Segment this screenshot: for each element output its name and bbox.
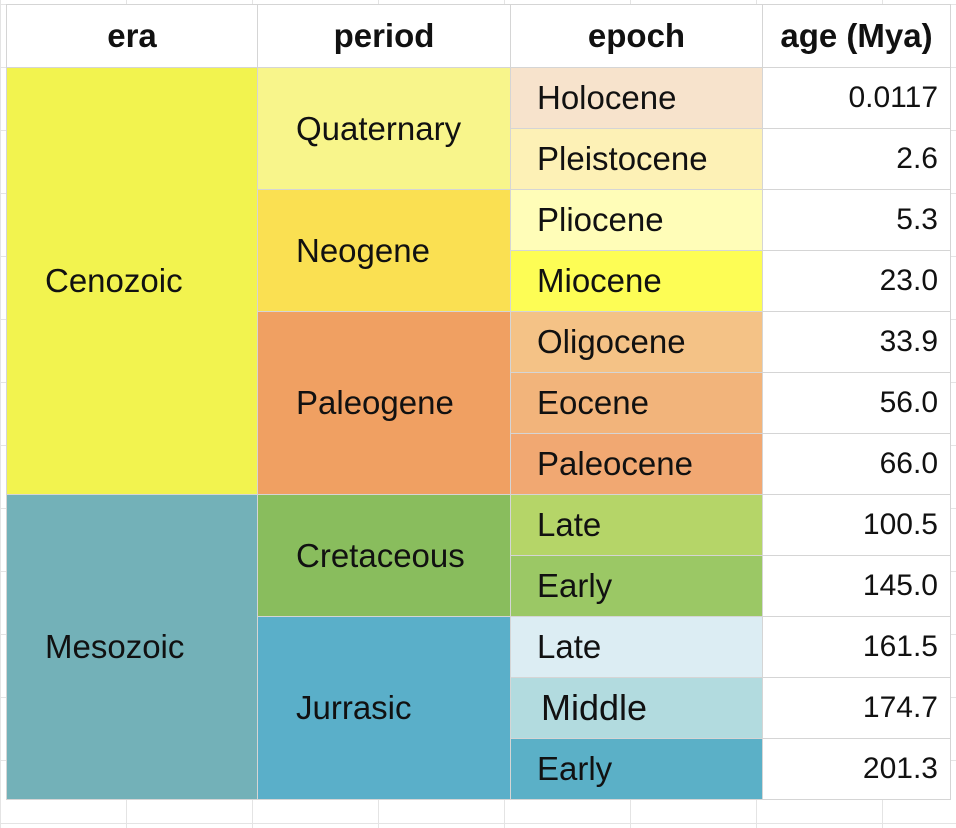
epoch-cell[interactable]: Late xyxy=(510,616,763,678)
epoch-cell[interactable]: Pleistocene xyxy=(510,128,763,190)
age-cell[interactable]: 66.0 xyxy=(762,433,951,495)
header-era[interactable]: era xyxy=(6,4,258,68)
epoch-cell[interactable]: Holocene xyxy=(510,67,763,129)
table-row: Pleistocene 2.6 xyxy=(7,128,951,190)
period-cell-jurrasic[interactable]: Jurrasic xyxy=(257,616,511,800)
era-cell-mesozoic[interactable]: Mesozoic xyxy=(6,494,258,800)
era-cell-cenozoic[interactable]: Cenozoic xyxy=(6,67,258,495)
header-epoch[interactable]: epoch xyxy=(510,4,763,68)
geologic-time-table: era period epoch age (Mya) Cenozoic Quat… xyxy=(6,4,951,800)
period-cell-cretaceous[interactable]: Cretaceous xyxy=(257,494,511,617)
table-row: Early 201.3 xyxy=(7,738,951,800)
age-cell[interactable]: 2.6 xyxy=(762,128,951,190)
period-cell-neogene[interactable]: Neogene xyxy=(257,189,511,312)
age-cell[interactable]: 33.9 xyxy=(762,311,951,373)
age-cell[interactable]: 23.0 xyxy=(762,250,951,312)
age-cell[interactable]: 5.3 xyxy=(762,189,951,251)
epoch-cell[interactable]: Eocene xyxy=(510,372,763,434)
table-row: Middle 174.7 xyxy=(7,677,951,739)
age-cell[interactable]: 174.7 xyxy=(762,677,951,739)
table-row: Mesozoic Cretaceous Late 100.5 xyxy=(6,494,951,800)
epoch-cell[interactable]: Early xyxy=(510,738,763,800)
epoch-cell[interactable]: Early xyxy=(510,555,763,617)
epoch-cell[interactable]: Miocene xyxy=(510,250,763,312)
table-row: Paleocene 66.0 xyxy=(7,433,951,495)
table-row: Eocene 56.0 xyxy=(7,372,951,434)
epoch-cell[interactable]: Late xyxy=(510,494,763,556)
header-row: era period epoch age (Mya) xyxy=(6,4,951,68)
table-row: Neogene Pliocene 5.3 xyxy=(7,189,951,312)
age-cell[interactable]: 161.5 xyxy=(762,616,951,678)
table-row: Jurrasic Late 161.5 xyxy=(7,616,951,800)
epoch-cell[interactable]: Paleocene xyxy=(510,433,763,495)
epoch-cell[interactable]: Pliocene xyxy=(510,189,763,251)
age-cell[interactable]: 145.0 xyxy=(762,555,951,617)
table-row: Miocene 23.0 xyxy=(7,250,951,312)
table-row: Paleogene Oligocene 33.9 xyxy=(7,311,951,495)
period-cell-paleogene[interactable]: Paleogene xyxy=(257,311,511,495)
age-cell[interactable]: 0.0117 xyxy=(762,67,951,129)
age-cell[interactable]: 100.5 xyxy=(762,494,951,556)
header-age[interactable]: age (Mya) xyxy=(762,4,951,68)
period-cell-quaternary[interactable]: Quaternary xyxy=(257,67,511,190)
age-cell[interactable]: 56.0 xyxy=(762,372,951,434)
epoch-cell[interactable]: Middle xyxy=(510,677,763,739)
age-cell[interactable]: 201.3 xyxy=(762,738,951,800)
header-period[interactable]: period xyxy=(257,4,511,68)
table-row: Cenozoic Quaternary Holocene 0.0117 xyxy=(6,67,951,495)
epoch-cell[interactable]: Oligocene xyxy=(510,311,763,373)
